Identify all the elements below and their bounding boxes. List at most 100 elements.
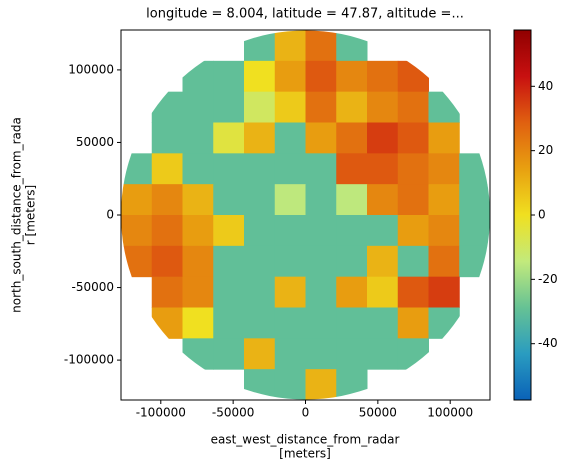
radar-cell [428, 245, 460, 278]
radar-cell [336, 338, 368, 370]
radar-cell [182, 122, 214, 154]
radar-cell [213, 215, 245, 247]
radar-cell [244, 307, 276, 339]
radar-cell [244, 215, 276, 247]
colorbar-tick-label: 0 [538, 208, 546, 222]
radar-cell [459, 245, 490, 278]
radar-cell [182, 276, 214, 308]
radar-cell [336, 30, 368, 62]
radar-cell [213, 153, 245, 185]
radar-cell [121, 153, 153, 185]
radar-cell [274, 215, 306, 247]
y-tick-label: 0 [106, 208, 114, 222]
x-axis-label: [meters] [279, 447, 331, 461]
radar-cell [336, 276, 368, 308]
x-tick-label: -50000 [212, 406, 255, 420]
radar-cell [213, 60, 245, 93]
radar-cell [182, 245, 214, 278]
radar-cell [305, 369, 337, 400]
radar-cell [213, 276, 245, 308]
radar-cell [367, 276, 399, 308]
radar-cell [274, 276, 306, 308]
radar-cell [244, 276, 276, 308]
radar-cell [367, 184, 399, 216]
radar-cell [367, 122, 399, 154]
radar-cell [244, 338, 276, 370]
radar-cell [336, 215, 368, 247]
radar-cell [305, 215, 337, 247]
radar-cell [151, 215, 183, 247]
radar-cell [121, 184, 153, 216]
radar-cell [213, 122, 245, 154]
y-axis-label: r [meters] [24, 185, 38, 245]
y-tick-label: 100000 [68, 62, 114, 76]
radar-cell [151, 91, 183, 123]
radar-cell [213, 338, 245, 370]
radar-cell [336, 307, 368, 339]
x-tick-label: 100000 [427, 406, 473, 420]
radar-cell [274, 60, 306, 93]
radar-cell [244, 184, 276, 216]
radar-cell [182, 153, 214, 185]
radar-cell [151, 184, 183, 216]
radar-cell [151, 307, 183, 339]
radar-cell [244, 60, 276, 93]
radar-cell [367, 91, 399, 123]
radar-cell [459, 184, 490, 216]
radar-cell [244, 245, 276, 278]
radar-cell [367, 215, 399, 247]
radar-cell [274, 307, 306, 339]
radar-cell [459, 153, 490, 185]
radar-cell [274, 184, 306, 216]
radar-cell [336, 184, 368, 216]
y-tick-label: -50000 [71, 280, 114, 294]
radar-cell [305, 338, 337, 370]
radar-cell [244, 153, 276, 185]
radar-cell [428, 91, 460, 123]
radar-cell [244, 30, 276, 62]
radar-cell [336, 153, 368, 185]
radar-cell [305, 184, 337, 216]
radar-cell [244, 369, 276, 400]
radar-cell [397, 60, 429, 93]
radar-cell [213, 245, 245, 278]
radar-cell [305, 91, 337, 123]
radar-cell [397, 184, 429, 216]
radar-cell [367, 245, 399, 278]
radar-cell [121, 245, 153, 278]
radar-cell [182, 338, 214, 370]
radar-cell [305, 153, 337, 185]
radar-cell [428, 215, 460, 247]
radar-cell [336, 91, 368, 123]
radar-cell [397, 307, 429, 339]
radar-cell [305, 122, 337, 154]
radar-cell [336, 60, 368, 93]
x-tick-label: -100000 [136, 406, 186, 420]
radar-cell [305, 60, 337, 93]
radar-cell [397, 122, 429, 154]
radar-cell [213, 91, 245, 123]
radar-cell [428, 276, 460, 308]
radar-cell [182, 184, 214, 216]
radar-cell [274, 245, 306, 278]
y-axis-label: north_south_distance_from_rada [10, 117, 24, 313]
radar-cell [428, 122, 460, 154]
radar-cell [244, 91, 276, 123]
radar-cell [151, 153, 183, 185]
radar-cell [336, 369, 368, 400]
radar-field [121, 30, 490, 400]
radar-cell [305, 307, 337, 339]
radar-cell [336, 245, 368, 278]
radar-cell [305, 276, 337, 308]
radar-cell [367, 60, 399, 93]
radar-cell [182, 307, 214, 339]
radar-cell [367, 307, 399, 339]
x-tick-label: 0 [302, 406, 310, 420]
radar-cell [274, 369, 306, 400]
colorbar-tick-label: -40 [538, 336, 558, 350]
colorbar [513, 29, 532, 401]
radar-cell [151, 122, 183, 154]
radar-cell [397, 91, 429, 123]
colorbar-tick-label: 40 [538, 79, 553, 93]
